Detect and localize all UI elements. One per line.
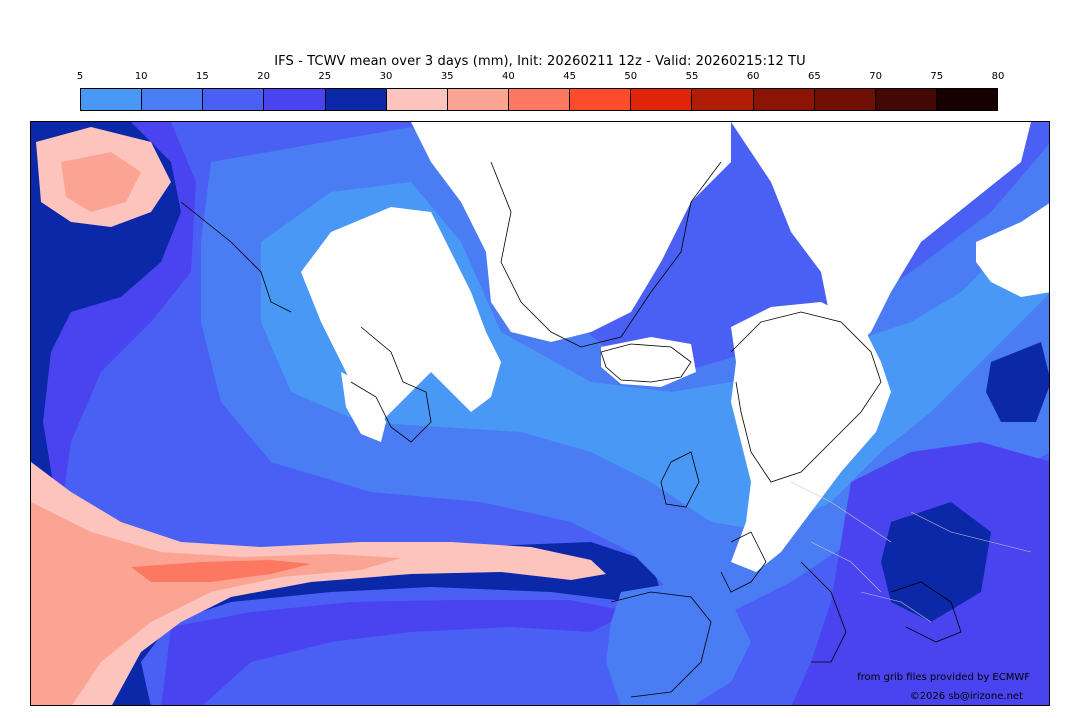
country-borders — [790, 481, 1032, 623]
atmospheric-river-core — [131, 560, 311, 582]
colorbar-segment — [447, 89, 509, 110]
colorbar-segment — [875, 89, 937, 110]
colorbar-segment — [81, 89, 143, 110]
colorbar — [80, 88, 998, 111]
colorbar-tick-label: 10 — [134, 71, 148, 82]
colorbar-tick-label: 30 — [379, 71, 393, 82]
colorbar-segment — [631, 89, 693, 110]
field-humid-balkans — [881, 502, 991, 622]
coastlines — [180, 161, 962, 698]
field-moist-south — [161, 600, 631, 705]
colorbar-tick-label: 50 — [624, 71, 638, 82]
colorbar-tick-label: 35 — [440, 71, 454, 82]
colorbar-tick-label: 40 — [502, 71, 515, 82]
colorbar-tick-label: 5 — [76, 71, 84, 82]
colorbar-tick-label: 20 — [257, 71, 270, 82]
colorbar-tick-label: 65 — [808, 71, 821, 82]
land-canadian-arctic — [301, 207, 501, 422]
colorbar-tick-label: 45 — [563, 71, 576, 82]
colorbar-tick-label: 55 — [685, 71, 699, 82]
colorbar-tick-labels: 5 10 15 20 25 30 35 40 45 50 55 60 65 70 75 80 — [0, 71, 1080, 85]
colorbar-segment — [936, 89, 998, 110]
copyright-credit: ©2026 sb@irizone.net — [909, 691, 1023, 702]
colorbar-segment — [264, 89, 326, 110]
colorbar-tick-label: 80 — [991, 71, 1005, 82]
land-iceland — [601, 337, 696, 387]
field-humid-east — [986, 342, 1049, 422]
colorbar-segment — [753, 89, 815, 110]
colorbar-segment — [570, 89, 632, 110]
colorbar-tick-label: 25 — [318, 71, 332, 82]
tcwv-map — [30, 121, 1050, 706]
atmospheric-river — [31, 502, 401, 705]
field-dry-iberia — [606, 582, 751, 705]
colorbar-segment — [203, 89, 265, 110]
data-source-credit: from grib files provided by ECMWF — [857, 672, 1030, 683]
colorbar-tick-label: 75 — [930, 71, 944, 82]
colorbar-segment — [142, 89, 204, 110]
land-scandinavia-europe — [731, 302, 891, 572]
atmospheric-river-north — [61, 152, 141, 212]
colorbar-segment — [386, 89, 448, 110]
colorbar-segment — [325, 89, 387, 110]
land-baffin-south — [341, 372, 386, 442]
land-north-russia — [976, 203, 1049, 297]
colorbar-tick-label: 70 — [869, 71, 882, 82]
land-greenland — [411, 122, 731, 342]
colorbar-segment — [814, 89, 876, 110]
map-title: IFS - TCWV mean over 3 days (mm), Init: … — [274, 54, 806, 69]
colorbar-segment — [508, 89, 571, 110]
land-svalbard-arctic — [731, 122, 1031, 352]
colorbar-tick-label: 15 — [196, 71, 209, 82]
colorbar-tick-label: 60 — [746, 71, 760, 82]
colorbar-segment — [692, 89, 754, 110]
